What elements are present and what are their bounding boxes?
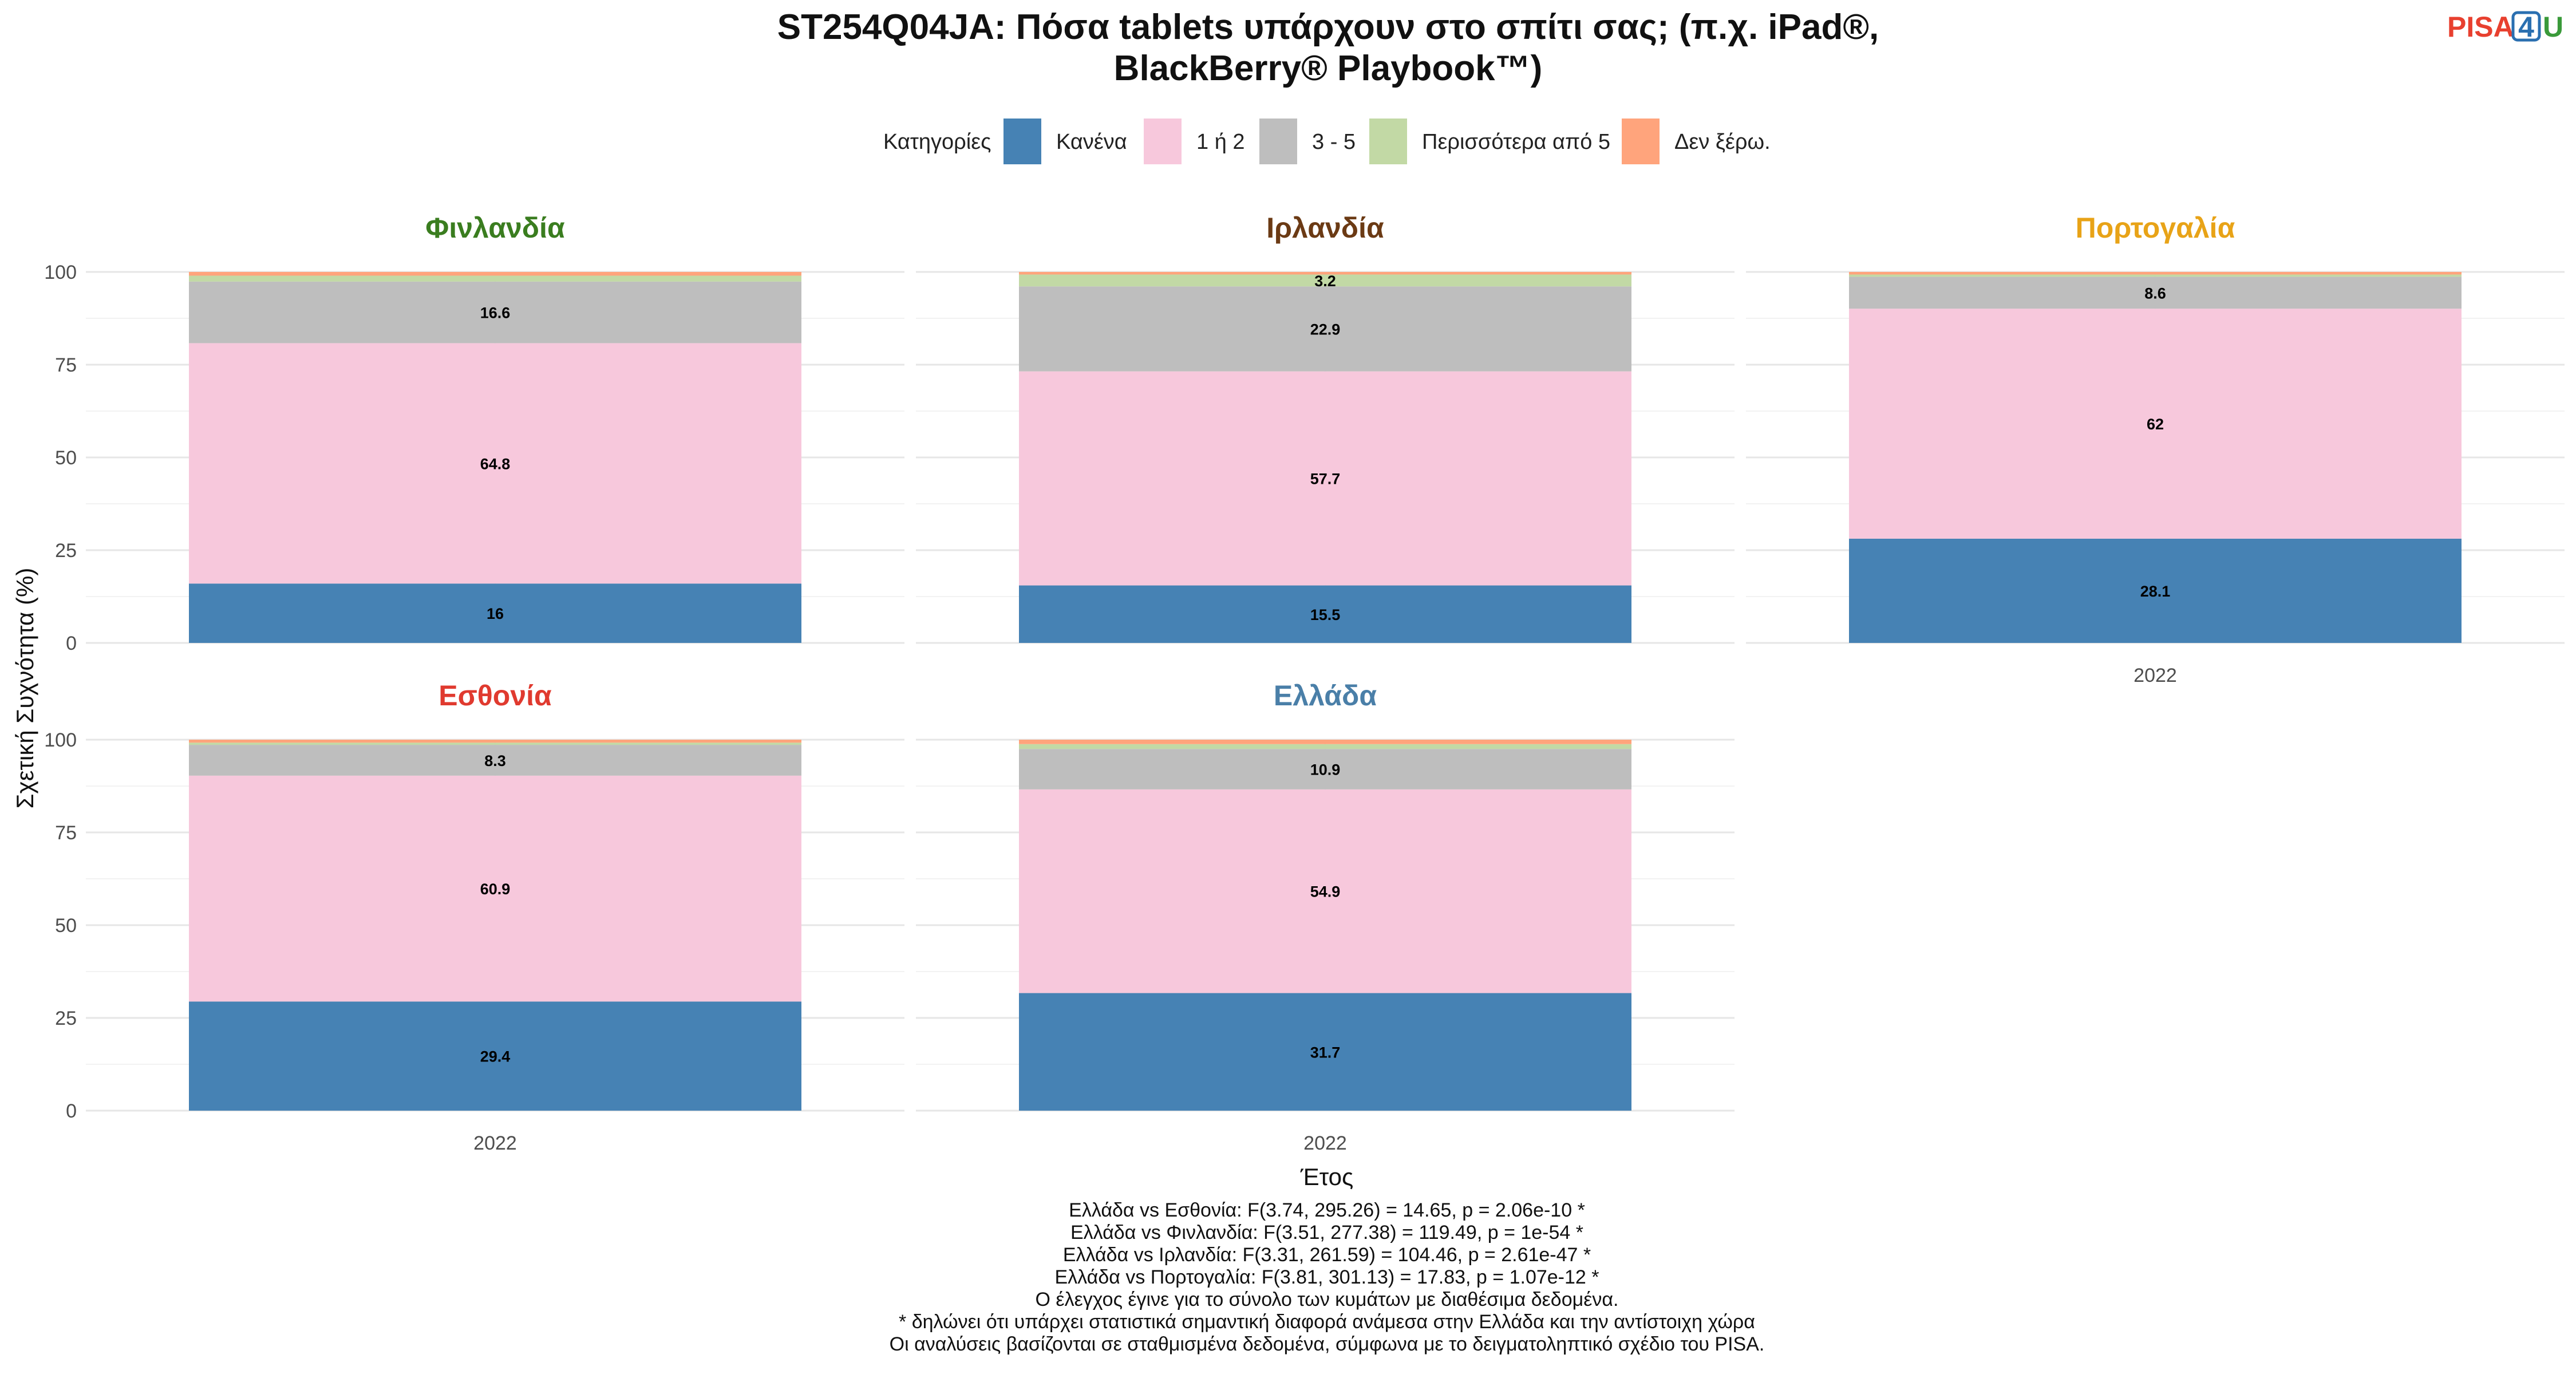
value-label: 62 bbox=[2147, 416, 2164, 433]
value-label: 60.9 bbox=[480, 881, 511, 898]
value-label: 31.7 bbox=[1310, 1044, 1341, 1061]
bar-segment-2 bbox=[189, 343, 801, 584]
panel-title: Ελλάδα bbox=[1274, 680, 1377, 712]
pisa4u-logo: PISA 4 U bbox=[2447, 11, 2563, 43]
footnote-line: Ελλάδα vs Ιρλανδία: F(3.31, 261.59) = 10… bbox=[1063, 1244, 1591, 1266]
bar-segment-2 bbox=[1849, 309, 2462, 539]
panel-1: Φινλανδία 16 64.8 16.6 0 25 50 75 100 bbox=[44, 212, 904, 654]
bar-segment-4 bbox=[1019, 744, 1631, 749]
legend-title: Κατηγορίες bbox=[883, 130, 991, 154]
value-label: 16.6 bbox=[480, 305, 511, 322]
bar-segment-5 bbox=[1849, 272, 2462, 275]
x-tick-label: 2022 bbox=[2134, 665, 2177, 686]
footnote-line: Ο έλεγχος έγινε για το σύνολο των κυμάτω… bbox=[1036, 1289, 1619, 1310]
y-tick-label: 75 bbox=[55, 354, 77, 376]
bar-segment-1 bbox=[189, 1001, 801, 1111]
legend-key-3 bbox=[1259, 119, 1297, 164]
bar-segment-5 bbox=[189, 740, 801, 743]
logo-u-text: U bbox=[2543, 11, 2563, 43]
value-label: 28.1 bbox=[2140, 583, 2171, 600]
value-label: 22.9 bbox=[1310, 321, 1341, 338]
legend-label-3: 3 - 5 bbox=[1312, 130, 1356, 154]
value-label: 64.8 bbox=[480, 455, 511, 472]
value-label: 57.7 bbox=[1310, 471, 1341, 488]
logo-four-box bbox=[2511, 11, 2541, 42]
x-axis-title: Έτος bbox=[1300, 1163, 1354, 1190]
bar-segment-3 bbox=[1019, 286, 1631, 372]
y-tick-label: 75 bbox=[55, 822, 77, 844]
y-tick-label: 0 bbox=[66, 1100, 77, 1122]
footnote-line: Ελλάδα vs Εσθονία: F(3.74, 295.26) = 14.… bbox=[1069, 1199, 1585, 1221]
bar-segment-5 bbox=[1019, 740, 1631, 744]
y-tick-label: 50 bbox=[55, 447, 77, 469]
panel-title: Ιρλανδία bbox=[1266, 212, 1384, 244]
footnote-line: Ελλάδα vs Φινλανδία: F(3.51, 277.38) = 1… bbox=[1070, 1222, 1583, 1243]
bar-segment-1 bbox=[1019, 585, 1631, 643]
panel-2: Ιρλανδία 15.5 57.7 22.9 3.2 bbox=[916, 212, 1735, 644]
panel-5: Ελλάδα 31.7 54.9 10.9 2022 bbox=[916, 680, 1735, 1154]
logo-pisa-text: PISA bbox=[2447, 11, 2514, 43]
bar-segment-3 bbox=[189, 281, 801, 344]
y-tick-label: 25 bbox=[55, 1008, 77, 1029]
footnote-line: Οι αναλύσεις βασίζονται σε σταθμισμένα δ… bbox=[890, 1333, 1765, 1355]
legend: Κατηγορίες Κανένα 1 ή 2 3 - 5 Περισσότερα α… bbox=[883, 119, 1771, 164]
panel-3: Πορτογαλία 28.1 62 8.6 2022 bbox=[1746, 212, 2565, 686]
bar-segment-2 bbox=[189, 775, 801, 1002]
logo-four-text: 4 bbox=[2518, 11, 2534, 43]
panel-4: Εσθονία 29.4 60.9 8.3 0 25 50 75 100 2022 bbox=[44, 680, 904, 1154]
value-label: 16 bbox=[487, 605, 504, 622]
bar-segment-4 bbox=[189, 275, 801, 282]
panel-title: Φινλανδία bbox=[425, 212, 565, 244]
y-tick-label: 50 bbox=[55, 915, 77, 937]
legend-label-1: Κανένα bbox=[1056, 130, 1127, 154]
legend-label-5: Δεν ξέρω. bbox=[1674, 130, 1771, 154]
legend-key-4 bbox=[1369, 119, 1407, 164]
bar-segment-2 bbox=[1019, 371, 1631, 586]
chart-title-line2: BlackBerry® Playbook™) bbox=[1114, 49, 1543, 88]
footnote-line: * δηλώνει ότι υπάρχει στατιστικά σημαντι… bbox=[899, 1311, 1755, 1333]
y-tick-label: 25 bbox=[55, 540, 77, 562]
panel-title: Πορτογαλία bbox=[2076, 212, 2235, 244]
x-tick-label: 2022 bbox=[1303, 1132, 1347, 1154]
legend-key-1 bbox=[1003, 119, 1041, 164]
legend-key-5 bbox=[1622, 119, 1660, 164]
y-tick-label: 100 bbox=[44, 729, 77, 751]
bar-segment-4 bbox=[189, 743, 801, 745]
bar-segment-2 bbox=[1019, 789, 1631, 993]
value-label: 10.9 bbox=[1310, 761, 1341, 779]
y-tick-label: 100 bbox=[44, 262, 77, 283]
bar-segment-3 bbox=[1849, 277, 2462, 309]
bar-segment-5 bbox=[189, 272, 801, 276]
bar-segment-4 bbox=[1849, 274, 2462, 277]
bar-segment-1 bbox=[1019, 993, 1631, 1111]
value-label: 8.3 bbox=[484, 752, 506, 769]
bar-segment-1 bbox=[189, 583, 801, 643]
footnote-line: Ελλάδα vs Πορτογαλία: F(3.81, 301.13) = … bbox=[1055, 1266, 1599, 1288]
legend-key-2 bbox=[1144, 119, 1182, 164]
value-label: 8.6 bbox=[2144, 285, 2166, 302]
value-label: 54.9 bbox=[1310, 883, 1341, 901]
bar-segment-5 bbox=[1019, 272, 1631, 275]
x-tick-label: 2022 bbox=[473, 1132, 517, 1154]
value-label: 29.4 bbox=[480, 1048, 511, 1065]
panel-title: Εσθονία bbox=[438, 680, 552, 712]
value-label: 15.5 bbox=[1310, 606, 1341, 623]
bar-segment-1 bbox=[1849, 538, 2462, 643]
bar-segment-4 bbox=[1019, 274, 1631, 287]
legend-label-2: 1 ή 2 bbox=[1196, 130, 1245, 154]
y-axis-title: Σχετική Συχνότητα (%) bbox=[11, 568, 38, 809]
bar-segment-3 bbox=[189, 745, 801, 776]
y-tick-label: 0 bbox=[66, 633, 77, 654]
legend-label-4: Περισσότερα από 5 bbox=[1422, 130, 1610, 154]
bar-segment-3 bbox=[1019, 749, 1631, 789]
value-label: 3.2 bbox=[1314, 273, 1336, 290]
chart-title-line1: ST254Q04JA: Πόσα tablets υπάρχουν στο σπ… bbox=[777, 7, 1879, 47]
